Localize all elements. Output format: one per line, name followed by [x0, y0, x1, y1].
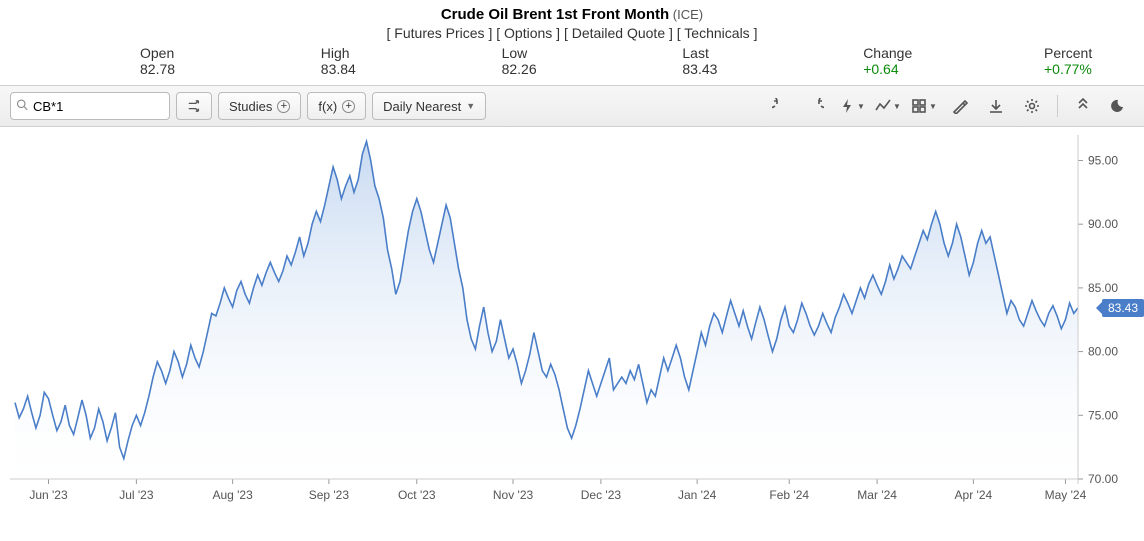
chevron-down-icon: ▼	[857, 102, 865, 111]
price-chart[interactable]: 70.00 75.00 80.00 85.00 90.00 95.00 Jun '23 Jul…	[0, 127, 1144, 517]
quote-value: +0.64	[863, 61, 898, 77]
svg-text:90.00: 90.00	[1088, 217, 1118, 231]
chevron-down-icon: ▼	[929, 102, 937, 111]
collapse-button[interactable]	[1068, 92, 1098, 120]
svg-text:Jan '24: Jan '24	[678, 488, 717, 502]
svg-text:Dec '23: Dec '23	[581, 488, 622, 502]
quote-last: Last 83.43	[682, 45, 762, 77]
svg-text:80.00: 80.00	[1088, 345, 1118, 359]
subtitle-links: [ Futures Prices ] [ Options ] [ Detaile…	[0, 25, 1144, 41]
svg-text:Mar '24: Mar '24	[857, 488, 897, 502]
plus-icon: +	[277, 100, 290, 113]
instrument-name: Crude Oil Brent 1st Front Month	[441, 6, 669, 23]
shuffle-button[interactable]	[176, 92, 212, 120]
last-price-value: 83.43	[1108, 301, 1138, 315]
chart-type-button[interactable]: ▼	[873, 92, 903, 120]
quote-label: Low	[502, 45, 528, 61]
quote-label: High	[321, 45, 350, 61]
fx-button[interactable]: f(x) +	[307, 92, 366, 120]
svg-text:95.00: 95.00	[1088, 153, 1118, 167]
instrument-exchange: (ICE)	[673, 7, 703, 22]
theme-button[interactable]	[1104, 92, 1134, 120]
period-select[interactable]: Daily Nearest ▼	[372, 92, 486, 120]
svg-text:85.00: 85.00	[1088, 281, 1118, 295]
undo-button[interactable]	[765, 92, 795, 120]
bolt-button[interactable]: ▼	[837, 92, 867, 120]
subtitle-link[interactable]: [ Detailed Quote ]	[564, 25, 673, 41]
quote-row: Open 82.78 High 83.84 Low 82.26 Last 83.…	[0, 43, 1144, 85]
studies-button[interactable]: Studies +	[218, 92, 301, 120]
search-icon	[16, 99, 28, 114]
svg-text:Apr '24: Apr '24	[955, 488, 993, 502]
quote-low: Low 82.26	[502, 45, 582, 77]
quote-value: 82.78	[140, 61, 175, 77]
symbol-search-wrap	[10, 92, 170, 120]
quote-value: 83.43	[682, 61, 717, 77]
chevron-down-icon: ▼	[466, 101, 475, 111]
period-label: Daily Nearest	[383, 99, 461, 114]
download-button[interactable]	[981, 92, 1011, 120]
subtitle-link[interactable]: [ Futures Prices ]	[387, 25, 493, 41]
svg-text:Oct '23: Oct '23	[398, 488, 436, 502]
svg-text:Jun '23: Jun '23	[29, 488, 68, 502]
quote-percent: Percent +0.77%	[1044, 45, 1124, 77]
quote-high: High 83.84	[321, 45, 401, 77]
svg-text:Jul '23: Jul '23	[119, 488, 154, 502]
svg-text:Sep '23: Sep '23	[309, 488, 350, 502]
svg-text:Aug '23: Aug '23	[212, 488, 253, 502]
subtitle-link[interactable]: [ Technicals ]	[677, 25, 758, 41]
quote-value: 83.84	[321, 61, 356, 77]
quote-open: Open 82.78	[140, 45, 220, 77]
quote-value: +0.77%	[1044, 61, 1092, 77]
svg-text:70.00: 70.00	[1088, 472, 1118, 486]
quote-label: Percent	[1044, 45, 1092, 61]
last-price-tag: 83.43	[1102, 299, 1144, 317]
settings-button[interactable]	[1017, 92, 1047, 120]
studies-label: Studies	[229, 99, 272, 114]
quote-label: Open	[140, 45, 174, 61]
quote-label: Change	[863, 45, 912, 61]
page-title: Crude Oil Brent 1st Front Month (ICE)	[0, 6, 1144, 23]
toolbar-separator	[1057, 95, 1058, 117]
redo-button[interactable]	[801, 92, 831, 120]
chart-canvas: 70.00 75.00 80.00 85.00 90.00 95.00 Jun '23 Jul…	[0, 127, 1144, 517]
subtitle-link[interactable]: [ Options ]	[496, 25, 560, 41]
svg-text:Feb '24: Feb '24	[769, 488, 809, 502]
symbol-search-input[interactable]	[10, 92, 170, 120]
quote-value: 82.26	[502, 61, 537, 77]
svg-text:75.00: 75.00	[1088, 408, 1118, 422]
chart-toolbar: Studies + f(x) + Daily Nearest ▼ ▼ ▼ ▼	[0, 85, 1144, 127]
draw-button[interactable]	[945, 92, 975, 120]
quote-change: Change +0.64	[863, 45, 943, 77]
quote-label: Last	[682, 45, 708, 61]
svg-text:May '24: May '24	[1045, 488, 1087, 502]
svg-text:Nov '23: Nov '23	[493, 488, 534, 502]
chevron-down-icon: ▼	[893, 102, 901, 111]
plus-icon: +	[342, 100, 355, 113]
layout-button[interactable]: ▼	[909, 92, 939, 120]
fx-label: f(x)	[318, 99, 337, 114]
